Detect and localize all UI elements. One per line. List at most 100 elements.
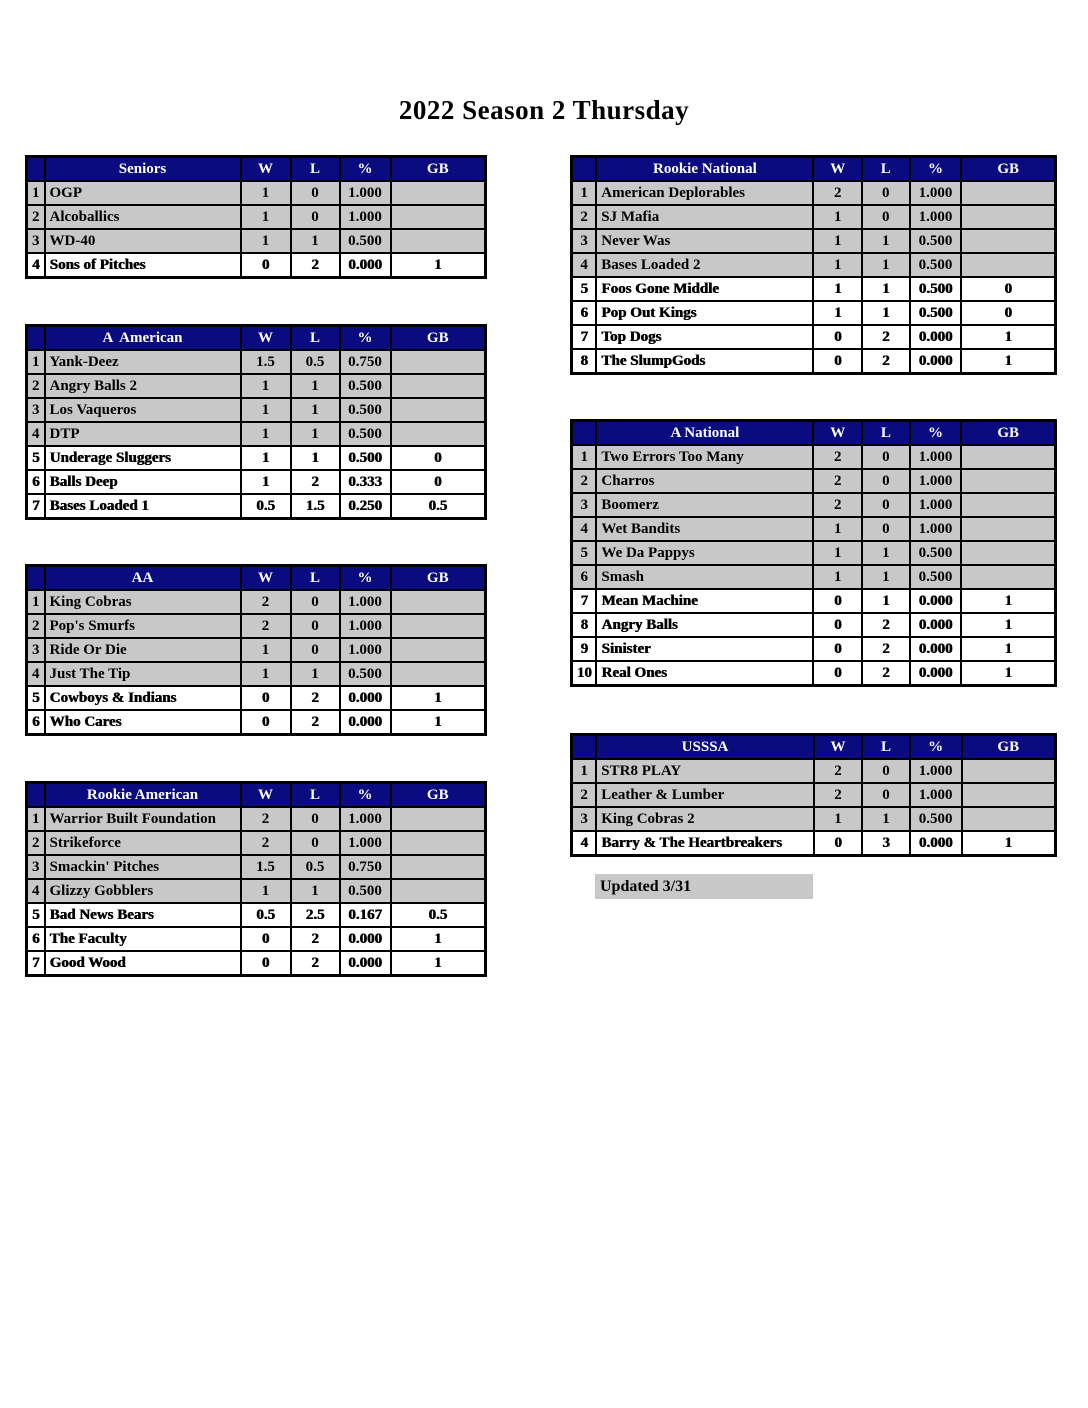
- losses-cell: 0.5: [289, 349, 341, 375]
- team-name-cell: King Cobras: [43, 589, 242, 615]
- league-name-header: AA: [43, 564, 242, 591]
- pct-cell: 0.500: [908, 540, 963, 566]
- gb-cell: [389, 613, 487, 639]
- losses-cell: 1: [861, 276, 911, 302]
- pct-cell: 0.000: [908, 636, 963, 662]
- gb-column-header: GB: [389, 324, 487, 351]
- table-row: 4 DTP 1 1 0.500: [25, 421, 487, 447]
- pct-cell: 0.000: [908, 612, 963, 638]
- gb-cell: [960, 516, 1057, 542]
- pct-cell: 1.000: [908, 204, 963, 230]
- standings-table-seniors: Seniors W L% GB 1 OGP 1 0 1.000 2 Alcoballics 1 0 1.0…: [25, 155, 487, 279]
- pct-cell: 0.000: [338, 950, 392, 977]
- losses-column-header: L: [289, 564, 341, 591]
- wins-cell: 2: [239, 589, 292, 615]
- table-row: 3 Never Was 1 1 0.500: [570, 228, 1057, 254]
- table-row: 2 Pop's Smurfs 2 0 1.000: [25, 613, 487, 639]
- gb-cell: 1: [389, 950, 487, 977]
- losses-cell: 2: [289, 950, 341, 977]
- wins-cell: 1: [239, 373, 292, 399]
- table-header-row: Rookie American W L% GB: [25, 781, 487, 808]
- losses-cell: 1: [289, 445, 341, 471]
- wins-cell: 1: [239, 637, 292, 663]
- losses-cell: 0.5: [289, 854, 341, 880]
- losses-cell: 0: [289, 589, 341, 615]
- gb-column-header: GB: [960, 419, 1057, 446]
- table-row: 6 Pop Out Kings 1 1 0.500 0: [570, 300, 1057, 326]
- pct-cell: 1.000: [908, 492, 963, 518]
- team-name-cell: We Da Pappys: [595, 540, 815, 566]
- gb-cell: 1: [960, 588, 1057, 614]
- rank-cell: 5: [570, 276, 598, 302]
- wins-cell: 1.5: [239, 854, 292, 880]
- standings-table-aa: AA W L% GB 1 King Cobras 2 0 1.000 2 Pop's Smurfs 2…: [25, 564, 487, 736]
- wins-cell: 1: [239, 204, 292, 230]
- gb-cell: [389, 421, 487, 447]
- wins-cell: 1: [812, 540, 864, 566]
- gb-cell: 1: [960, 612, 1057, 638]
- rank-cell: 6: [570, 300, 598, 326]
- losses-cell: 2: [861, 612, 911, 638]
- team-name-cell: Bases Loaded 2: [595, 252, 815, 278]
- rank-cell: 6: [25, 926, 46, 952]
- wins-cell: 0: [812, 348, 864, 375]
- rank-cell: 5: [25, 445, 46, 471]
- table-row: 5 We Da Pappys 1 1 0.500: [570, 540, 1057, 566]
- gb-cell: 1: [960, 636, 1057, 662]
- losses-cell: 1: [861, 228, 911, 254]
- pct-cell: 1.000: [338, 637, 392, 663]
- table-row: 8 The SlumpGods 0 2 0.000 1: [570, 348, 1057, 375]
- rank-cell: 3: [570, 806, 598, 832]
- gb-cell: [389, 349, 487, 375]
- losses-column-header: L: [289, 324, 341, 351]
- rank-cell: 7: [25, 950, 46, 977]
- rank-cell: 1: [25, 180, 46, 206]
- table-row: 3 Ride Or Die 1 0 1.000: [25, 637, 487, 663]
- team-name-cell: Barry & The Heartbreakers: [595, 830, 815, 857]
- league-name-header: Rookie National: [595, 155, 815, 182]
- losses-cell: 2: [289, 469, 341, 495]
- table-row: 7 Mean Machine 0 1 0.000 1: [570, 588, 1057, 614]
- pct-cell: 0.500: [908, 276, 963, 302]
- gb-column-header: GB: [960, 733, 1057, 760]
- gb-cell: [389, 589, 487, 615]
- losses-cell: 1: [861, 252, 911, 278]
- wins-cell: 0: [812, 612, 864, 638]
- gb-cell: 0.5: [389, 493, 487, 520]
- gb-cell: [389, 373, 487, 399]
- team-name-cell: Angry Balls: [595, 612, 815, 638]
- table-row: 3 Boomerz 2 0 1.000: [570, 492, 1057, 518]
- table-row: 4 Sons of Pitches 0 2 0.000 1: [25, 252, 487, 279]
- losses-cell: 0: [861, 516, 911, 542]
- table-header-row: A American W L% GB: [25, 324, 487, 351]
- gb-cell: [389, 180, 487, 206]
- gb-cell: [960, 228, 1057, 254]
- losses-column-header: L: [861, 155, 911, 182]
- losses-cell: 1: [289, 421, 341, 447]
- wins-cell: 1: [812, 806, 864, 832]
- standings-table-a-national: A National W L% GB 1 Two Errors Too Many 2 0 1.0…: [570, 419, 1057, 687]
- pct-cell: 0.000: [338, 252, 392, 279]
- team-name-cell: Yank-Deez: [43, 349, 242, 375]
- losses-cell: 1: [289, 373, 341, 399]
- team-name-cell: Alcoballics: [43, 204, 242, 230]
- rank-cell: 3: [570, 228, 598, 254]
- table-row: 7 Bases Loaded 1 0.5 1.5 0.250 0.5: [25, 493, 487, 520]
- team-name-cell: Top Dogs: [595, 324, 815, 350]
- wins-cell: 1: [812, 300, 864, 326]
- pct-cell: 1.000: [338, 180, 392, 206]
- rank-cell: 9: [570, 636, 598, 662]
- pct-cell: 1.000: [338, 806, 392, 832]
- rank-cell: 3: [570, 492, 598, 518]
- wins-cell: 1: [812, 204, 864, 230]
- page-title: 2022 Season 2 Thursday: [398, 95, 690, 125]
- table-row: 7 Top Dogs 0 2 0.000 1: [570, 324, 1057, 350]
- wins-cell: 1: [239, 228, 292, 254]
- gb-cell: [960, 564, 1057, 590]
- team-name-cell: SJ Mafia: [595, 204, 815, 230]
- rank-cell: 5: [570, 540, 598, 566]
- table-row: 6 Who Cares 0 2 0.000 1: [25, 709, 487, 736]
- team-name-cell: Charros: [595, 468, 815, 494]
- league-name-header: Rookie American: [43, 781, 242, 808]
- wins-cell: 1: [239, 661, 292, 687]
